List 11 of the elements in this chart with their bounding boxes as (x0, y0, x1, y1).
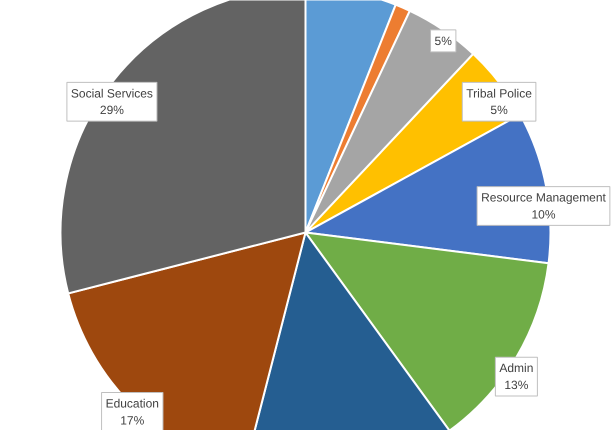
data-label: 5% (434, 34, 452, 48)
slice-label: Tribal Police (466, 86, 532, 100)
slice-label: Admin (499, 361, 534, 376)
slice-label: Social Services (70, 86, 153, 100)
data-label: 17% (120, 413, 145, 428)
data-label: 13% (504, 378, 529, 392)
slice-label: Resource Management (481, 190, 607, 205)
slice-label: Education (106, 396, 159, 410)
data-label: 5% (490, 103, 508, 118)
data-label: 10% (531, 207, 556, 222)
data-label: 29% (100, 103, 124, 118)
